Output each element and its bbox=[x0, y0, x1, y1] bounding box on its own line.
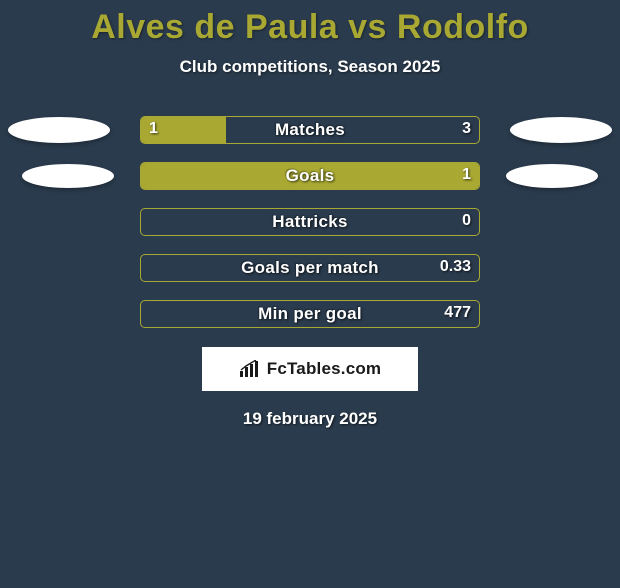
comparison-chart: 1 Matches 3 Goals 1 Hattricks 0 bbox=[0, 107, 620, 337]
stat-value-right: 477 bbox=[444, 304, 471, 322]
bar-track: 1 Matches 3 bbox=[140, 116, 480, 144]
stat-label: Hattricks bbox=[141, 212, 479, 232]
subtitle: Club competitions, Season 2025 bbox=[0, 57, 620, 77]
bar-track: Hattricks 0 bbox=[140, 208, 480, 236]
stat-label: Matches bbox=[141, 120, 479, 140]
date-text: 19 february 2025 bbox=[0, 409, 620, 429]
stat-row: Min per goal 477 bbox=[0, 291, 620, 337]
stat-label: Goals per match bbox=[141, 258, 479, 278]
player-right-avatar bbox=[506, 164, 598, 188]
brand-badge: FcTables.com bbox=[202, 347, 418, 391]
stat-value-right: 0.33 bbox=[440, 258, 471, 276]
stat-row: Goals 1 bbox=[0, 153, 620, 199]
bar-track: Min per goal 477 bbox=[140, 300, 480, 328]
player-right-avatar bbox=[510, 117, 612, 143]
bar-track: Goals per match 0.33 bbox=[140, 254, 480, 282]
stat-value-right: 1 bbox=[462, 166, 471, 184]
stat-label: Goals bbox=[141, 166, 479, 186]
player-left-avatar bbox=[22, 164, 114, 188]
stat-value-right: 0 bbox=[462, 212, 471, 230]
player-left-avatar bbox=[8, 117, 110, 143]
stat-value-right: 3 bbox=[462, 120, 471, 138]
stat-row: 1 Matches 3 bbox=[0, 107, 620, 153]
stat-label: Min per goal bbox=[141, 304, 479, 324]
bar-chart-icon bbox=[239, 360, 261, 378]
stat-row: Goals per match 0.33 bbox=[0, 245, 620, 291]
page-title: Alves de Paula vs Rodolfo bbox=[0, 8, 620, 47]
bar-track: Goals 1 bbox=[140, 162, 480, 190]
brand-text: FcTables.com bbox=[267, 359, 382, 379]
stat-row: Hattricks 0 bbox=[0, 199, 620, 245]
